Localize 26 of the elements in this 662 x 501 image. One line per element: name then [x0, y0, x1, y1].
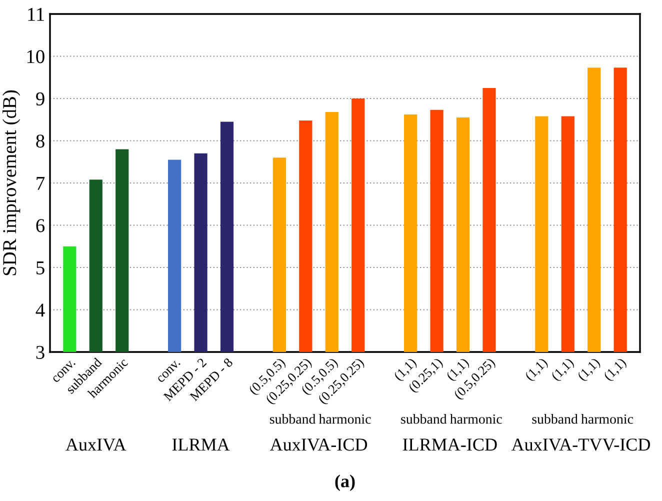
x-tick-label: (1,1) [576, 357, 602, 383]
text: ILRMA-ICD [402, 438, 497, 451]
y-tick-label: 3 [36, 346, 44, 359]
text: AuxIVA [66, 438, 126, 451]
y-tick-label: 6 [36, 219, 45, 232]
x-tick-label: (1,1) [602, 357, 628, 383]
y-tick-label: 11 [28, 8, 44, 21]
x-tick-label: (1,1) [550, 357, 576, 383]
text: subband [270, 414, 316, 424]
y-axis-title: SDR improvement (dB) [2, 90, 20, 276]
y-tick-label: 9 [36, 92, 44, 106]
y-tick-label: 10 [27, 50, 44, 64]
text: harmonic [581, 414, 634, 424]
y-tick-label: 5 [36, 262, 44, 274]
text: AuxIVA-TVV-ICD [511, 438, 650, 451]
text: ILRMA [172, 438, 230, 451]
text: subband [401, 414, 447, 424]
text: harmonic [318, 414, 371, 424]
y-tick-label: 7 [36, 177, 45, 190]
text: harmonic [450, 414, 502, 424]
text: subband [532, 414, 578, 424]
text: (a) [335, 474, 355, 491]
y-tick-label: 8 [36, 134, 44, 148]
x-tick-label: (1,1) [524, 357, 550, 383]
y-tick-label: 4 [36, 304, 45, 316]
text: AuxIVA-ICD [270, 438, 368, 451]
